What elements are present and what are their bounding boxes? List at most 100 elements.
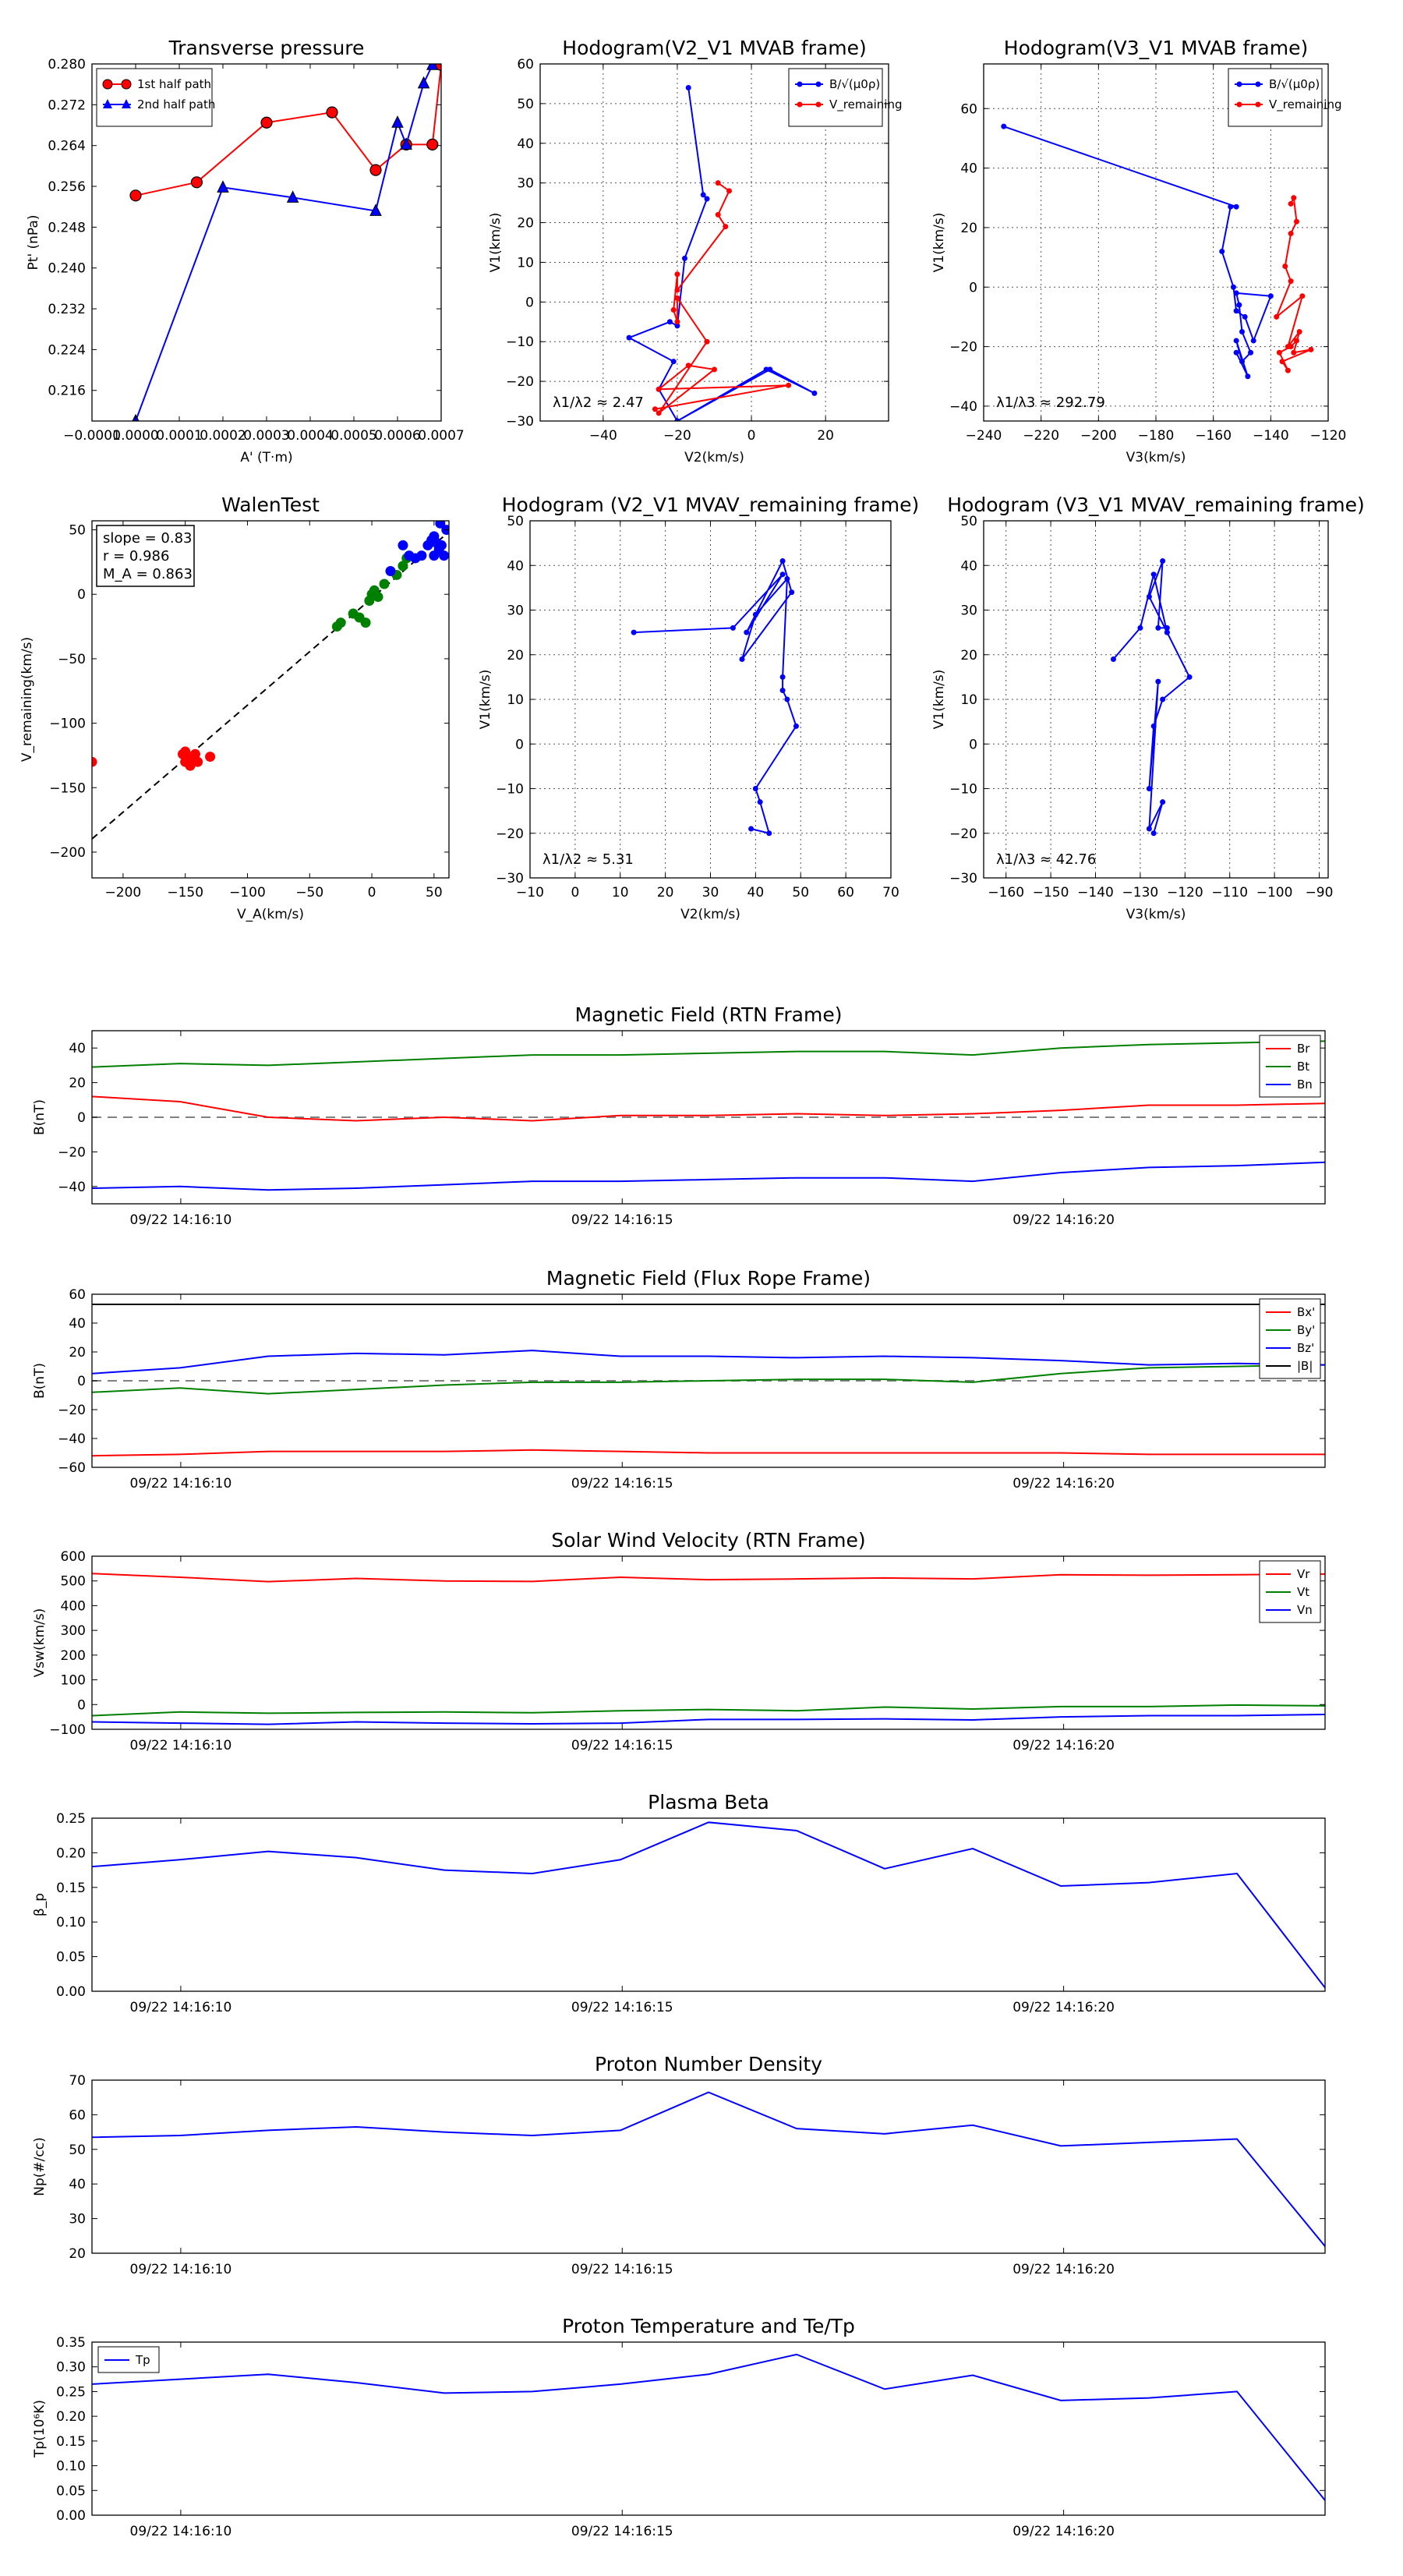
hodogram-v3-v1-mvav-series-v-point bbox=[1146, 593, 1152, 600]
proton-temperature-legend: Tp bbox=[97, 2346, 160, 2373]
walen-test-series-red-point bbox=[205, 752, 216, 763]
transverse-pressure-series-2nd-half-path-point bbox=[400, 137, 413, 150]
hodogram-v2-v1-mvab-series-b-0-point bbox=[626, 334, 632, 341]
hodogram-v3-v1-mvab-series-b-0-point bbox=[1233, 338, 1239, 344]
proton-density-ytick-label: 40 bbox=[69, 2177, 86, 2192]
hodogram-v3-v1-mvav-series-v-point bbox=[1137, 625, 1143, 631]
transverse-pressure-ytick-label: 0.280 bbox=[48, 57, 86, 73]
magnetic-field-flux-rope-xtick-label: 09/22 14:16:15 bbox=[571, 1476, 673, 1491]
hodogram-v2-v1-mvab-legend: B/√(μ0ρ) V_remaining bbox=[788, 68, 903, 127]
hodogram-v2-v1-mvab-series-v-remaining-point bbox=[726, 188, 733, 194]
hodogram-v3-v1-mvab-series-b-0-point bbox=[1233, 290, 1239, 296]
hodogram-v2-v1-mvab-legend-marker bbox=[815, 101, 822, 108]
hodogram-v2-v1-mvab-series-b-0-point bbox=[763, 366, 769, 373]
magnetic-field-rtn-title: Magnetic Field (RTN Frame) bbox=[575, 1003, 843, 1026]
hodogram-v2-v1-mvav-series-v-point bbox=[779, 688, 786, 694]
hodogram-v2-v1-mvab-series-b-0-point bbox=[704, 196, 710, 202]
hodogram-v2-v1-mvab-legend-marker bbox=[815, 81, 822, 87]
hodogram-v2-v1-mvav-series-v-point bbox=[789, 589, 795, 596]
solar-wind-velocity-series-vn-line bbox=[92, 1713, 1325, 1725]
hodogram-v2-v1-mvab-series-v-remaining-point bbox=[715, 211, 721, 218]
magnetic-field-rtn-legend: Br Bt Bn bbox=[1259, 1035, 1321, 1098]
hodogram-v3-v1-mvav-series-v-point bbox=[1150, 723, 1157, 729]
hodogram-v3-v1-mvab-series-v-remaining-point bbox=[1308, 346, 1314, 352]
hodogram-v3-v1-mvab-xtick-label: −160 bbox=[1195, 428, 1232, 444]
hodogram-v2-v1-mvav-xtick-label: 40 bbox=[747, 885, 765, 901]
walen-test-series-blue-point bbox=[416, 550, 427, 561]
hodogram-v2-v1-mvav-chart: −10 0 10 20 30 40 50 60 70−30−20−1001020304050Ho… bbox=[478, 494, 919, 922]
transverse-pressure-legend-label: 1st half path bbox=[137, 77, 211, 91]
hodogram-v2-v1-mvab-annotation: λ1/λ2 ≈ 2.47 bbox=[553, 395, 644, 411]
transverse-pressure-xtick-label: 0.0005 bbox=[330, 428, 376, 444]
magnetic-field-flux-rope-series-by-line bbox=[92, 1364, 1325, 1395]
hodogram-v2-v1-mvav-ytick-label: 30 bbox=[507, 603, 524, 619]
plasma-beta-series-beta-line bbox=[92, 1821, 1325, 1989]
proton-temperature-frame bbox=[91, 2341, 1326, 2516]
proton-density-chart: 20 30 40 50 60 70 09/22 14:16:10 09/22 14:16:15… bbox=[32, 2053, 1326, 2277]
transverse-pressure-title: Transverse pressure bbox=[168, 37, 365, 59]
hodogram-v2-v1-mvab-legend-marker bbox=[797, 81, 803, 87]
proton-temperature-series-tp-line bbox=[92, 2353, 1325, 2501]
hodogram-v2-v1-mvab-title: Hodogram(V2_V1 MVAB frame) bbox=[562, 37, 866, 59]
transverse-pressure-series-2nd-half-path-point bbox=[417, 76, 430, 89]
hodogram-v2-v1-mvab-series-v-remaining-point bbox=[656, 410, 662, 416]
hodogram-v3-v1-mvab-series-b-0-line bbox=[1003, 126, 1272, 377]
transverse-pressure-xtick-label: 0.0007 bbox=[418, 428, 464, 444]
hodogram-v3-v1-mvav-xtick-label: −100 bbox=[1256, 885, 1293, 901]
hodogram-v3-v1-mvab-xtick-label: −240 bbox=[966, 428, 1002, 444]
magnetic-field-flux-rope-ytick-label: −60 bbox=[58, 1460, 86, 1476]
hodogram-v2-v1-mvav-ytick-label: 50 bbox=[507, 514, 524, 529]
walen-test-title: WalenTest bbox=[221, 494, 320, 516]
hodogram-v3-v1-mvab-series-b-0-point bbox=[1248, 349, 1254, 356]
hodogram-v2-v1-mvav-series-v-point bbox=[779, 571, 786, 578]
hodogram-v3-v1-mvab-series-v-remaining-point bbox=[1299, 293, 1306, 299]
walen-test-ytick-label: −200 bbox=[49, 845, 86, 861]
hodogram-v2-v1-mvav-xtick-label: 10 bbox=[612, 885, 629, 901]
hodogram-v3-v1-mvab-ytick-label: −20 bbox=[949, 340, 977, 356]
hodogram-v2-v1-mvav-ytick-label: 10 bbox=[507, 692, 524, 708]
magnetic-field-rtn-ytick-label: 0 bbox=[77, 1110, 86, 1126]
proton-density-title: Proton Number Density bbox=[595, 2053, 822, 2075]
magnetic-field-flux-rope-ylabel: B(nT) bbox=[32, 1363, 48, 1399]
magnetic-field-flux-rope-series-bx-line bbox=[92, 1449, 1325, 1457]
hodogram-v3-v1-mvav-ytick-label: 20 bbox=[960, 648, 977, 663]
hodogram-v3-v1-mvab-title: Hodogram(V3_V1 MVAB frame) bbox=[1004, 37, 1308, 59]
magnetic-field-rtn-ytick-label: −20 bbox=[58, 1145, 86, 1160]
transverse-pressure-xtick-label: 0.0003 bbox=[243, 428, 289, 444]
hodogram-v3-v1-mvab-xtick-label: −140 bbox=[1253, 428, 1289, 444]
magnetic-field-flux-rope-legend-label: By' bbox=[1297, 1323, 1315, 1337]
hodogram-v3-v1-mvav-xtick-label: −140 bbox=[1077, 885, 1114, 901]
magnetic-field-flux-rope-title: Magnetic Field (Flux Rope Frame) bbox=[546, 1267, 871, 1290]
solar-wind-velocity-legend-label: Vt bbox=[1297, 1585, 1309, 1599]
proton-temperature-chart: 0.00 0.05 0.10 0.15 0.20 0.25 0.30 0.35 09/22 14… bbox=[32, 2315, 1326, 2539]
hodogram-v3-v1-mvab-series-v-remaining-point bbox=[1291, 195, 1297, 201]
hodogram-v3-v1-mvab-series-b-0-point bbox=[1230, 284, 1236, 290]
solar-wind-velocity-ytick-label: 0 bbox=[77, 1697, 86, 1713]
hodogram-v2-v1-mvab-series-v-remaining-point bbox=[715, 180, 721, 186]
hodogram-v2-v1-mvab-series-v-remaining-point bbox=[674, 319, 680, 325]
proton-temperature-xtick-label: 09/22 14:16:10 bbox=[130, 2524, 232, 2539]
hodogram-v3-v1-mvab-series-v-remaining-point bbox=[1291, 349, 1297, 356]
solar-wind-velocity-ytick-label: 200 bbox=[61, 1648, 86, 1664]
hodogram-v2-v1-mvab-ytick-label: 10 bbox=[517, 255, 534, 271]
proton-density-ytick-label: 70 bbox=[69, 2073, 86, 2089]
hodogram-v3-v1-mvab-series-b-0-point bbox=[1236, 302, 1242, 308]
hodogram-v3-v1-mvab-series-v-remaining-line bbox=[1274, 195, 1312, 371]
hodogram-v3-v1-mvab-ytick-label: 20 bbox=[960, 221, 977, 236]
hodogram-v2-v1-mvav-series-v-point bbox=[744, 629, 750, 635]
magnetic-field-rtn-legend-label: Bt bbox=[1297, 1060, 1309, 1074]
hodogram-v3-v1-mvab-series-b-0-point bbox=[1239, 359, 1245, 365]
hodogram-v3-v1-mvab-series-v-remaining-point bbox=[1282, 264, 1288, 270]
proton-temperature-ytick-label: 0.00 bbox=[56, 2508, 86, 2524]
plasma-beta-ytick-label: 0.20 bbox=[56, 1845, 86, 1861]
hodogram-v3-v1-mvav-series-v-point bbox=[1160, 799, 1166, 805]
transverse-pressure-xtick-label: 0.0004 bbox=[287, 428, 333, 444]
proton-density-ytick-label: 60 bbox=[69, 2107, 86, 2123]
proton-density-ytick-label: 30 bbox=[69, 2212, 86, 2227]
hodogram-v3-v1-mvab-series-b-0-point bbox=[1001, 123, 1007, 129]
hodogram-v3-v1-mvav-ytick-label: −10 bbox=[949, 782, 977, 798]
hodogram-v2-v1-mvab-ytick-label: 30 bbox=[517, 176, 534, 192]
hodogram-v2-v1-mvav-ylabel: V1(km/s) bbox=[478, 670, 493, 730]
hodogram-v3-v1-mvab-ytick-label: −40 bbox=[949, 399, 977, 415]
plasma-beta-xtick-label: 09/22 14:16:10 bbox=[130, 2000, 232, 2015]
